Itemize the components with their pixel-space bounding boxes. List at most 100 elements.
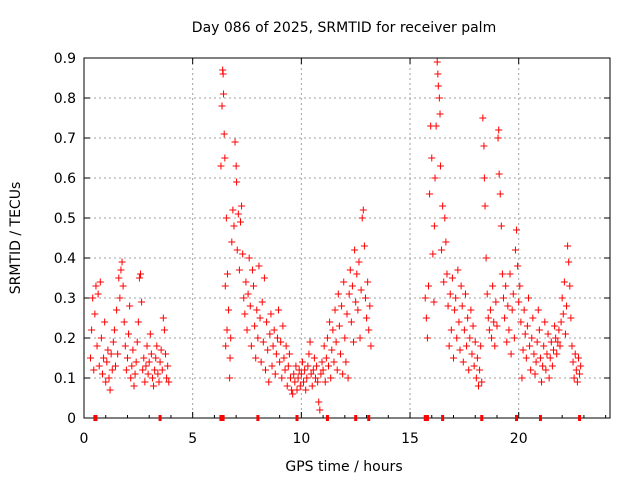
data-point <box>524 294 532 302</box>
data-point <box>245 254 253 262</box>
data-point <box>559 310 567 318</box>
data-point <box>554 338 562 346</box>
data-point <box>481 202 489 210</box>
data-point <box>270 326 278 334</box>
data-point <box>495 126 503 134</box>
data-point <box>132 358 140 366</box>
data-point <box>577 362 585 370</box>
data-point <box>510 334 518 342</box>
data-point <box>503 338 511 346</box>
data-point <box>450 354 458 362</box>
data-point <box>251 322 259 330</box>
data-point <box>253 306 261 314</box>
data-point <box>476 366 484 374</box>
data-point <box>477 342 485 350</box>
data-point <box>535 326 543 334</box>
y-tick-label: 0.3 <box>54 291 76 307</box>
data-point <box>348 282 356 290</box>
data-point <box>323 334 331 342</box>
data-point <box>230 222 238 230</box>
data-point <box>276 358 284 366</box>
data-point <box>115 274 123 282</box>
data-point <box>363 314 371 322</box>
data-point <box>304 362 312 370</box>
data-point <box>480 174 488 182</box>
y-tick-label: 0.1 <box>54 371 76 387</box>
data-point <box>107 350 115 358</box>
data-point <box>261 366 269 374</box>
baseline-marker <box>367 415 371 421</box>
data-point <box>438 246 446 254</box>
data-point <box>456 346 464 354</box>
data-point <box>328 346 336 354</box>
data-point <box>283 382 291 390</box>
data-point <box>248 266 256 274</box>
data-point <box>353 270 361 278</box>
data-point <box>228 238 236 246</box>
baseline-marker <box>578 415 582 421</box>
data-point <box>223 270 231 278</box>
data-point <box>566 282 574 290</box>
data-point <box>285 350 293 358</box>
data-point <box>492 298 500 306</box>
data-point <box>568 342 576 350</box>
data-point <box>558 294 566 302</box>
data-point <box>576 370 584 378</box>
data-point <box>467 306 475 314</box>
data-point <box>258 298 266 306</box>
data-point <box>294 374 302 382</box>
data-point <box>102 378 110 386</box>
data-point <box>273 334 281 342</box>
data-point <box>88 326 96 334</box>
data-point <box>479 114 487 122</box>
data-point <box>567 314 575 322</box>
data-point <box>231 138 239 146</box>
data-point <box>226 374 234 382</box>
data-point <box>365 326 373 334</box>
baseline-marker <box>538 415 542 421</box>
data-point <box>465 366 473 374</box>
data-point <box>468 350 476 358</box>
data-point <box>499 294 507 302</box>
data-point <box>529 314 537 322</box>
data-point <box>122 366 130 374</box>
data-point <box>534 306 542 314</box>
data-point <box>482 254 490 262</box>
data-point <box>357 286 365 294</box>
data-point <box>453 334 461 342</box>
data-point <box>317 370 325 378</box>
data-point <box>448 274 456 282</box>
data-point <box>563 302 571 310</box>
baseline-marker <box>480 415 484 421</box>
data-point <box>523 322 531 330</box>
data-point <box>422 314 430 322</box>
data-point <box>255 262 263 270</box>
data-point <box>431 174 439 182</box>
data-point <box>128 362 136 370</box>
data-point <box>464 314 472 322</box>
plot-border <box>83 57 611 419</box>
data-point <box>435 94 443 102</box>
data-point <box>286 374 294 382</box>
data-point <box>488 334 496 342</box>
x-tick-label: 15 <box>401 431 419 447</box>
data-point <box>455 318 463 326</box>
data-point <box>326 318 334 326</box>
data-point <box>315 398 323 406</box>
data-point <box>569 358 577 366</box>
data-point <box>495 170 503 178</box>
baseline-marker <box>219 415 223 421</box>
data-point <box>104 346 112 354</box>
data-point <box>141 378 149 386</box>
baseline-marker <box>425 415 429 421</box>
data-point <box>506 270 514 278</box>
data-point <box>306 338 314 346</box>
data-point <box>221 154 229 162</box>
y-tick-label: 0 <box>67 411 76 427</box>
data-point <box>138 298 146 306</box>
chart-title: Day 086 of 2025, SRMTID for receiver pal… <box>192 20 496 36</box>
data-point <box>300 378 308 386</box>
data-point <box>352 298 360 306</box>
data-point <box>103 358 111 366</box>
